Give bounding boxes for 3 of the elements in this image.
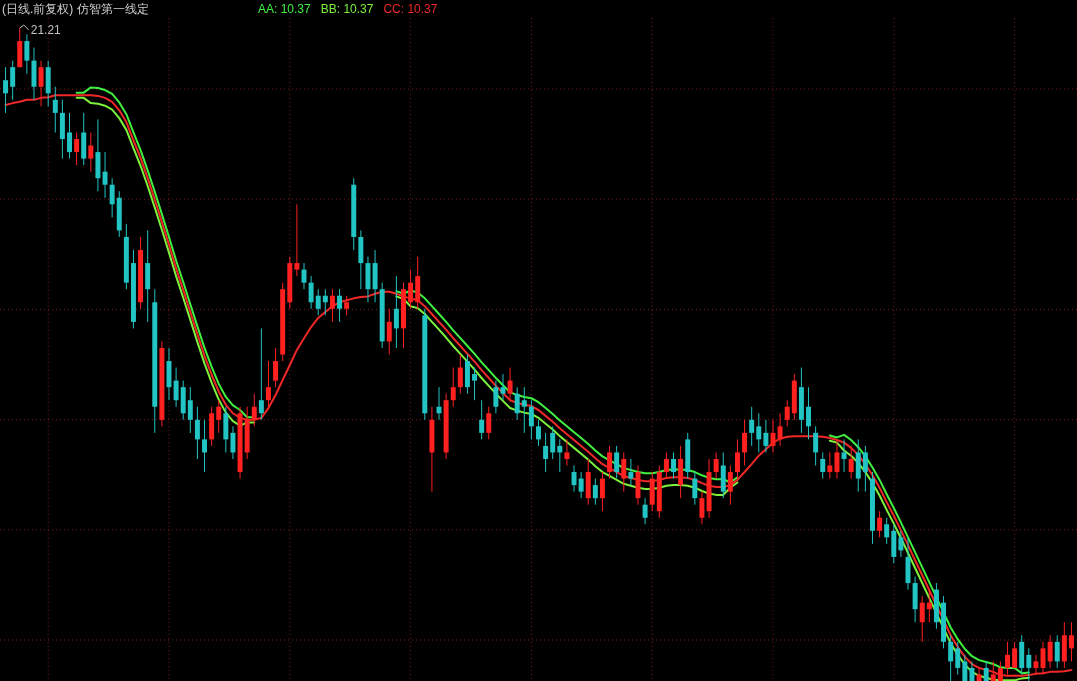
annotation: 21.21 (30, 23, 62, 37)
annotation: 21.21 (19, 23, 61, 37)
title: (日线.前复权) 仿智第一线定 (2, 2, 149, 16)
